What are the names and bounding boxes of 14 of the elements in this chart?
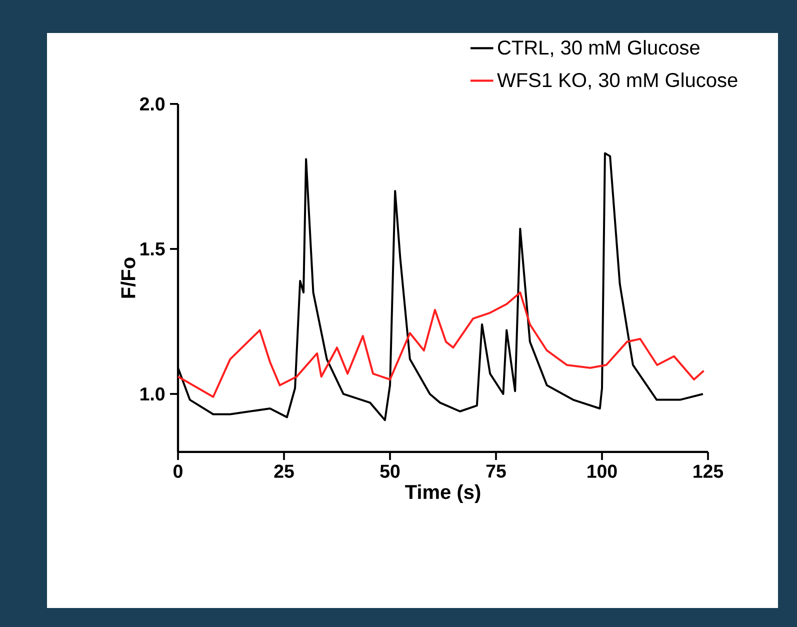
- x-tick-label: 50: [380, 464, 400, 478]
- legend-label: CTRL, 30 mM Glucose: [498, 40, 700, 58]
- legend-label: WFS1 KO, 30 mM Glucose: [497, 72, 738, 90]
- x-tick-label: 100: [588, 464, 617, 478]
- line-series: [177, 291, 705, 398]
- x-tick-label: 75: [486, 464, 506, 478]
- x-tick-label: 25: [274, 464, 294, 478]
- y-tick-label: 2.0: [140, 97, 165, 111]
- y-tick-label: 1.5: [140, 242, 165, 256]
- x-tick-label: 0: [174, 464, 182, 478]
- y-axis-title: F/Fo: [120, 258, 136, 298]
- y-tick-label: 1.0: [140, 387, 165, 401]
- x-axis-title: Time (s): [405, 484, 480, 504]
- x-tick-label: 125: [694, 464, 724, 478]
